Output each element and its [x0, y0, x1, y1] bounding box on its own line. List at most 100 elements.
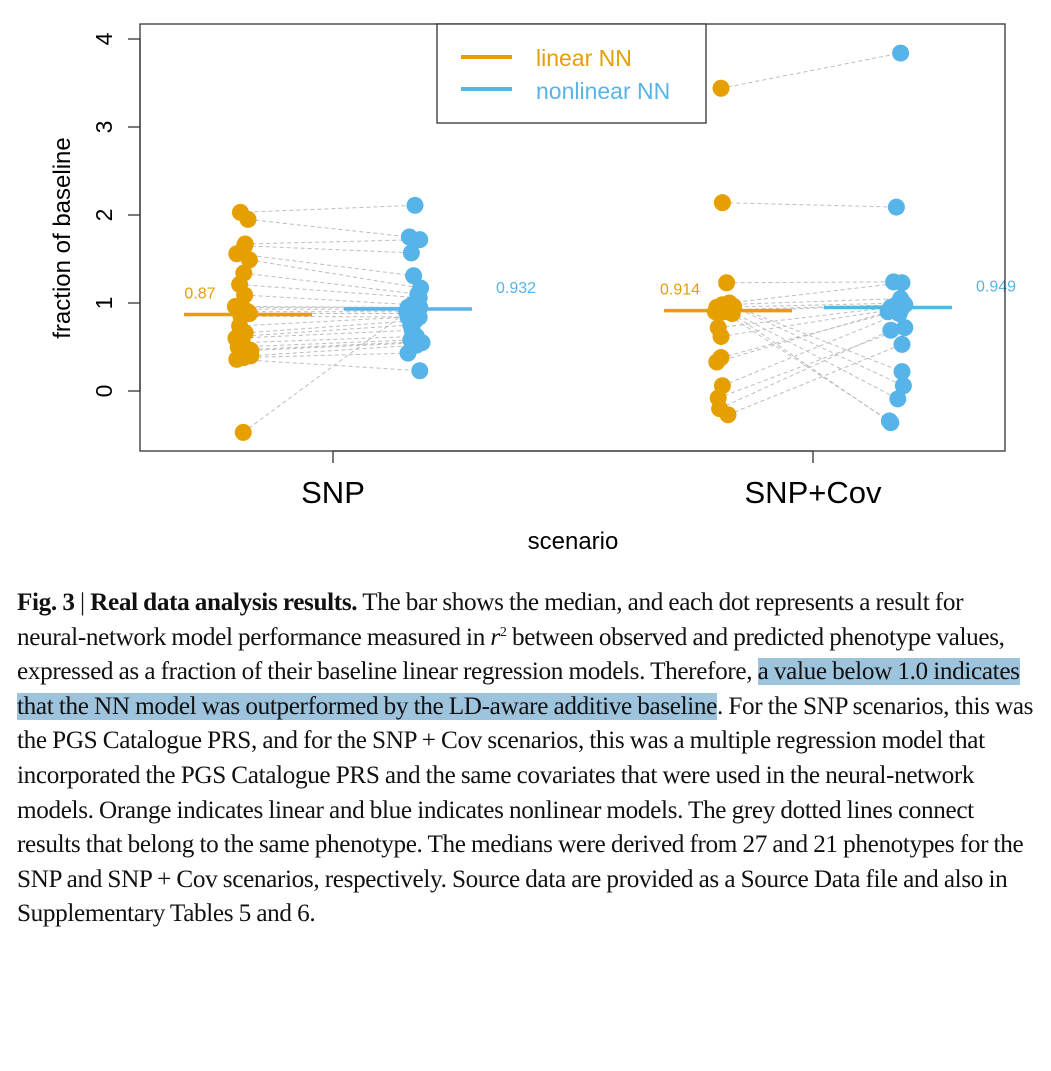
- connector-line: [245, 239, 420, 245]
- connector-line: [722, 313, 900, 387]
- connector-lines: [235, 52, 905, 433]
- connector-line: [733, 306, 904, 387]
- connector-line: [718, 306, 891, 329]
- data-point: [882, 321, 900, 339]
- connector-line: [718, 327, 905, 399]
- connector-line: [238, 324, 411, 337]
- r-superscript: 2: [499, 624, 507, 640]
- connector-line: [720, 308, 896, 337]
- caption-text-3: . For the SNP scenarios, this was the PG…: [17, 692, 1034, 928]
- data-point: [712, 79, 730, 97]
- connector-line: [722, 298, 901, 306]
- y-axis-label: fraction of baseline: [49, 137, 76, 338]
- chart: 0.87 0.914 0.932 0.949 0 1 2 3 4 SNP SNP+Cov fra…: [49, 23, 1016, 555]
- y-tick-label: 0: [91, 385, 117, 398]
- connector-line: [731, 313, 892, 424]
- connector-line: [716, 311, 889, 363]
- legend-label-nonlinear: nonlinear NN: [536, 78, 670, 104]
- median-label: 0.949: [976, 278, 1016, 295]
- data-point: [411, 231, 429, 249]
- connector-line: [245, 341, 420, 351]
- y-tick-label: 3: [91, 121, 117, 134]
- legend-box: [436, 23, 707, 124]
- connector-line: [243, 352, 409, 359]
- connector-line: [250, 344, 417, 357]
- median-label: 0.87: [184, 285, 215, 302]
- caption-separator: |: [74, 589, 91, 616]
- connector-line: [245, 320, 416, 334]
- data-point: [893, 274, 911, 292]
- data-point: [411, 362, 429, 380]
- median-label: 0.914: [660, 282, 700, 299]
- connector-line: [235, 306, 420, 308]
- connector-line: [243, 272, 418, 295]
- figure-title: Real data analysis results.: [90, 589, 358, 616]
- data-point: [893, 363, 911, 381]
- y-tick-label: 2: [91, 209, 117, 222]
- legend: linear NN nonlinear NN: [436, 23, 707, 124]
- data-point: [405, 267, 423, 285]
- data-point: [399, 344, 417, 362]
- connector-line: [236, 253, 414, 277]
- connector-line: [235, 329, 413, 339]
- data-point: [407, 296, 425, 314]
- y-axis: 0 1 2 3 4: [91, 32, 141, 398]
- y-tick-label: 1: [91, 297, 117, 310]
- connector-line: [239, 316, 409, 327]
- connector-line: [238, 339, 411, 348]
- connector-line: [242, 335, 417, 344]
- connector-line: [730, 304, 903, 373]
- data-point: [713, 194, 731, 212]
- connector-line: [240, 204, 416, 213]
- data-point: [723, 305, 741, 323]
- data-point: [234, 423, 252, 441]
- r-symbol: r: [490, 623, 500, 651]
- connector-line: [236, 358, 420, 372]
- connector-line: [250, 342, 423, 352]
- figure: 0.87 0.914 0.932 0.949 0 1 2 3 4 SNP SNP+Cov fra…: [49, 23, 1016, 555]
- data-point: [892, 44, 910, 62]
- data-point: [890, 305, 908, 323]
- data-points: [226, 44, 914, 441]
- connector-line: [722, 202, 897, 208]
- data-point: [402, 244, 420, 262]
- connector-line: [240, 315, 420, 318]
- connector-line: [244, 245, 412, 254]
- connector-line: [723, 311, 890, 422]
- connector-line: [247, 218, 410, 238]
- caption-text-2: between observed and predicted phenotype…: [17, 623, 1005, 686]
- caption-text-1: The bar shows the median, and each dot r…: [17, 589, 964, 651]
- data-point: [708, 353, 726, 371]
- data-point: [889, 390, 907, 408]
- data-point: [882, 414, 900, 432]
- data-point: [887, 198, 905, 216]
- data-point: [240, 251, 258, 269]
- connector-line: [716, 302, 904, 308]
- connector-line: [719, 329, 892, 410]
- connector-line: [720, 309, 901, 359]
- connector-line: [239, 284, 420, 299]
- connector-line: [242, 304, 417, 433]
- x-tick-label: SNP+Cov: [745, 475, 882, 510]
- median-label: 0.932: [496, 280, 536, 297]
- data-point: [228, 245, 246, 263]
- figure-caption: Fig. 3 | Real data analysis results. The…: [17, 586, 1037, 932]
- connector-line: [726, 281, 894, 284]
- data-point: [719, 406, 737, 424]
- data-point: [894, 377, 912, 395]
- data-point: [896, 319, 914, 337]
- connector-line: [724, 307, 899, 400]
- connector-line: [727, 343, 903, 416]
- data-point: [406, 196, 424, 214]
- median-labels: 0.87 0.914 0.932 0.949: [184, 278, 1016, 302]
- data-point: [228, 350, 246, 368]
- data-point: [718, 274, 736, 292]
- connector-line: [244, 294, 413, 306]
- x-axis-label: scenario: [528, 528, 619, 555]
- data-point: [893, 335, 911, 353]
- figure-number: Fig. 3: [17, 589, 75, 616]
- legend-label-linear: linear NN: [536, 45, 632, 71]
- x-tick-label: SNP: [301, 475, 365, 510]
- connector-line: [249, 259, 421, 289]
- connector-line: [720, 52, 901, 89]
